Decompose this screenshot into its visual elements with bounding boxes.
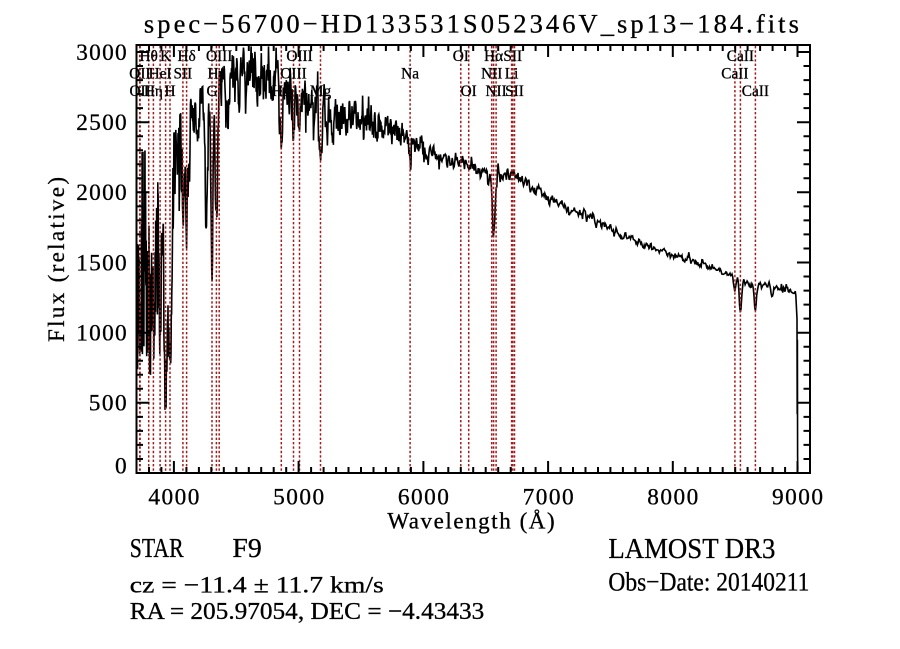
svg-text:CaII: CaII: [742, 83, 769, 100]
svg-text:OIII: OIII: [286, 48, 312, 65]
svg-text:5000: 5000: [273, 485, 324, 511]
svg-text:Hθ: Hθ: [140, 48, 158, 65]
svg-text:500: 500: [89, 391, 127, 417]
svg-text:K: K: [160, 48, 171, 65]
svg-text:OIII: OIII: [206, 48, 232, 65]
svg-text:NII: NII: [485, 83, 506, 100]
svg-text:SII: SII: [505, 83, 524, 100]
svg-text:Mg: Mg: [310, 83, 332, 100]
svg-text:Hα: Hα: [484, 48, 503, 65]
svg-text:NII: NII: [481, 66, 502, 83]
svg-text:9000: 9000: [772, 485, 823, 511]
svg-text:4000: 4000: [148, 485, 199, 511]
svg-text:Obs−Date: 20140211: Obs−Date: 20140211: [608, 566, 809, 596]
svg-text:SII: SII: [174, 66, 193, 83]
svg-text:OII: OII: [129, 66, 150, 83]
svg-text:Na: Na: [401, 66, 419, 83]
svg-text:STAR: STAR: [130, 533, 184, 563]
svg-text:F9: F9: [232, 533, 261, 563]
svg-text:LAMOST DR3: LAMOST DR3: [608, 534, 775, 565]
svg-text:G: G: [206, 83, 217, 100]
svg-text:0: 0: [115, 454, 127, 480]
svg-text:OI: OI: [461, 83, 477, 100]
svg-text:1500: 1500: [76, 250, 127, 276]
svg-text:spec−56700−HD133531S052346V_sp: spec−56700−HD133531S052346V_sp13−184.fit…: [144, 9, 799, 39]
svg-text:Hβ: Hβ: [272, 83, 291, 100]
svg-text:2000: 2000: [76, 180, 127, 206]
svg-text:Hγ: Hγ: [207, 66, 225, 83]
svg-text:OI: OI: [453, 48, 469, 65]
svg-text:Wavelength (Å): Wavelength (Å): [387, 509, 554, 534]
svg-text:CaII: CaII: [727, 48, 754, 65]
svg-text:7000: 7000: [523, 485, 574, 511]
svg-text:CaII: CaII: [721, 66, 748, 83]
svg-text:8000: 8000: [647, 485, 698, 511]
svg-text:HeI: HeI: [149, 66, 172, 83]
svg-text:Flux (relative): Flux (relative): [44, 177, 69, 342]
svg-text:H: H: [164, 83, 175, 100]
svg-text:OII: OII: [129, 83, 150, 100]
svg-text:2500: 2500: [76, 110, 127, 136]
svg-text:1000: 1000: [76, 320, 127, 346]
svg-text:RA = 205.97054, DEC = −4.4343: RA = 205.97054, DEC = −4.43433: [130, 599, 485, 625]
svg-text:Li: Li: [505, 66, 519, 83]
svg-text:6000: 6000: [398, 485, 449, 511]
svg-text:Hδ: Hδ: [177, 48, 195, 65]
svg-text:3000: 3000: [76, 40, 127, 66]
svg-text:OIII: OIII: [280, 66, 306, 83]
svg-text:SII: SII: [503, 48, 522, 65]
svg-text:cz = −11.4 ± 11.7 km/s: cz = −11.4 ± 11.7 km/s: [130, 573, 384, 598]
svg-text:Hη: Hη: [144, 83, 163, 100]
